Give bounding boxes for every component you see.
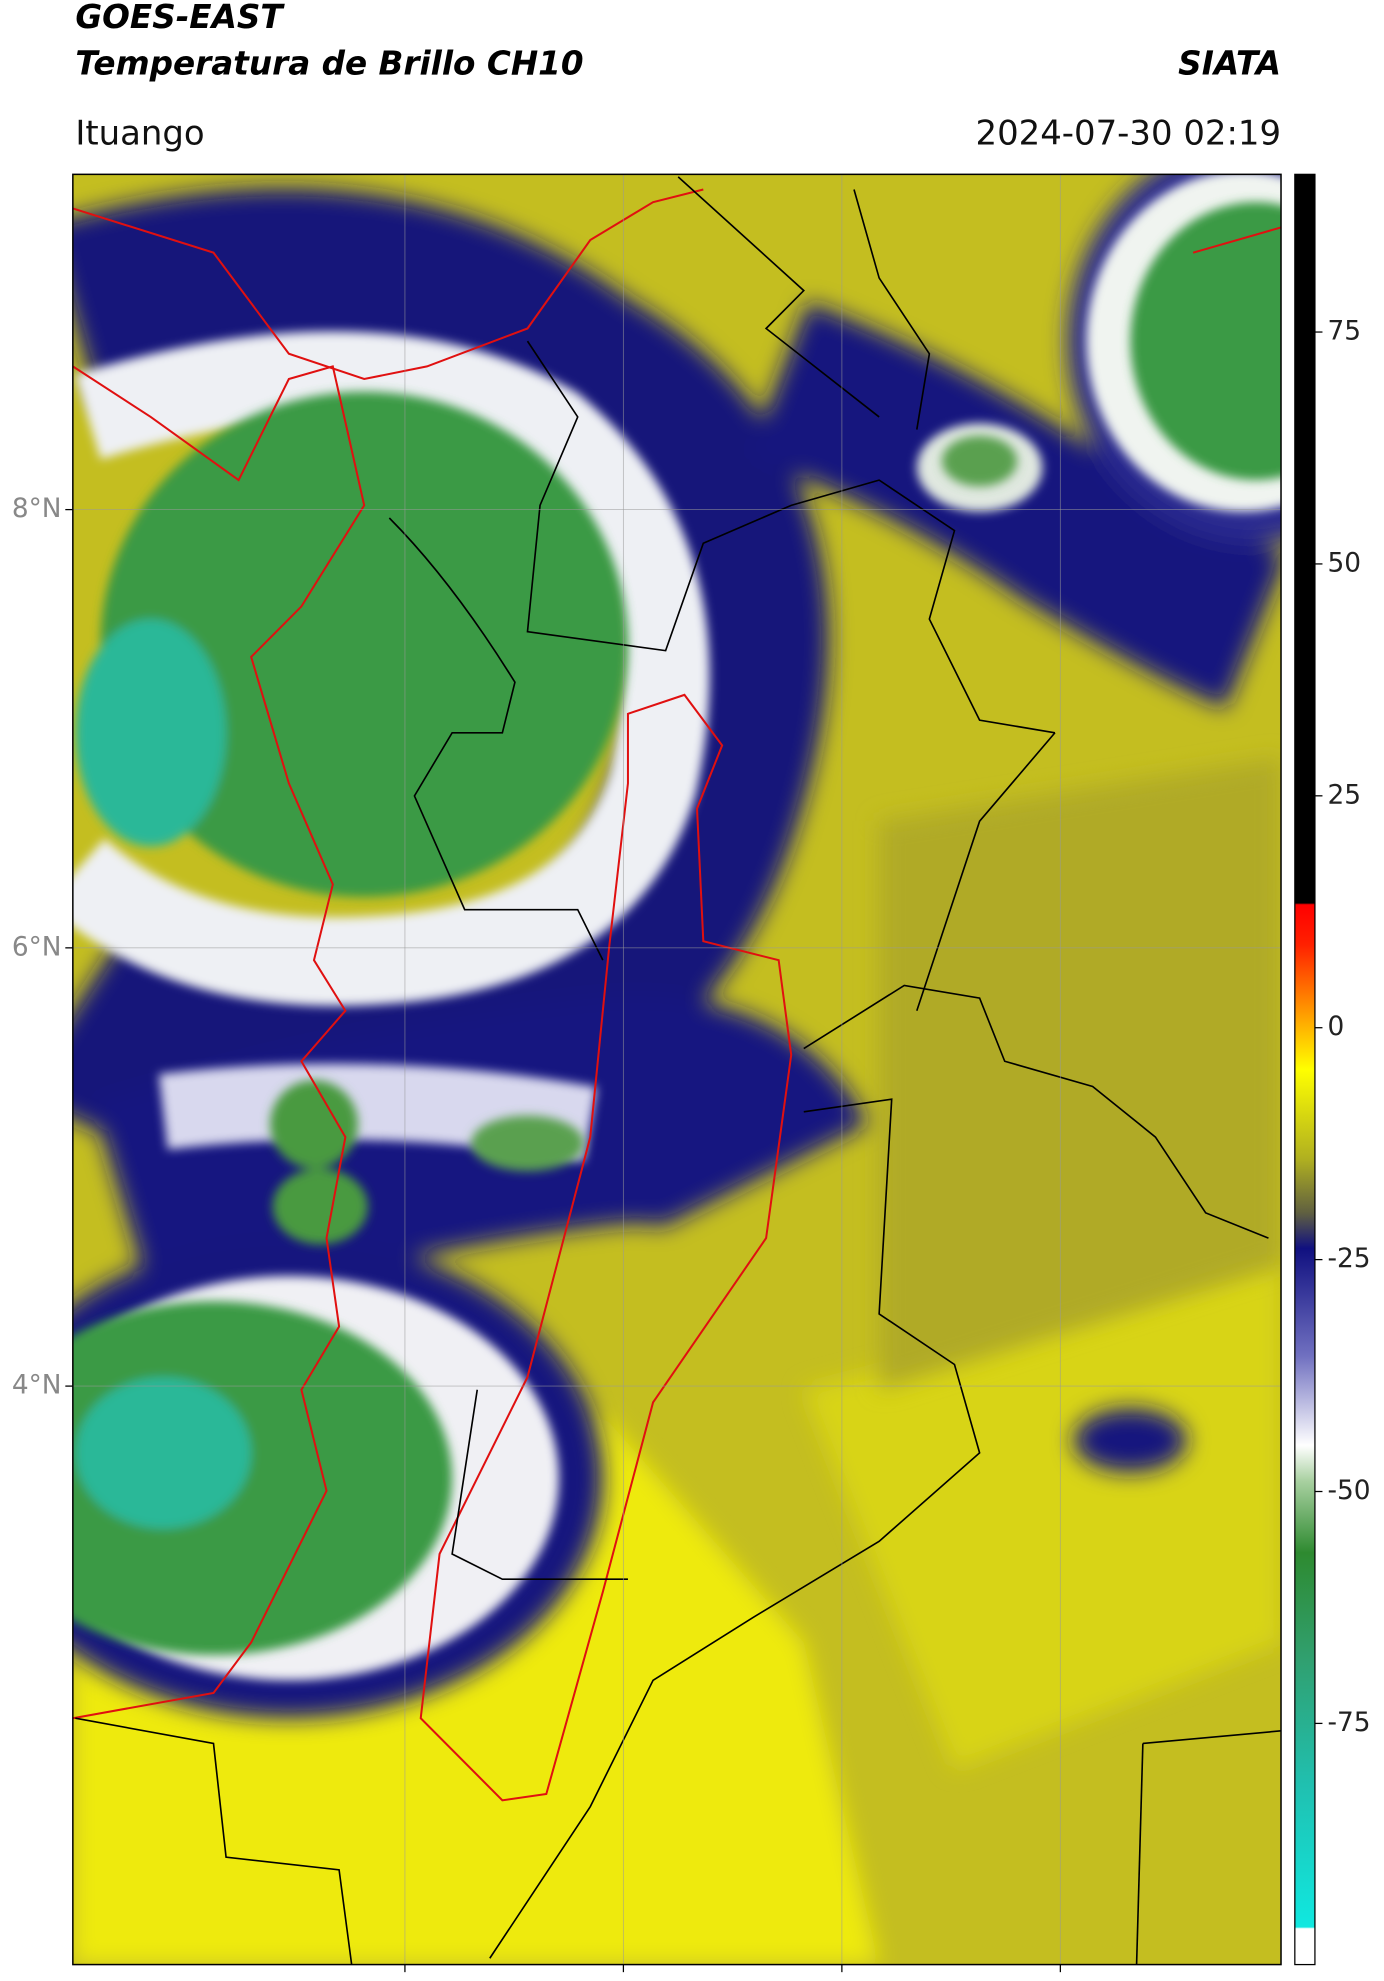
- timestamp: 2024-07-30 02:19: [976, 114, 1281, 154]
- title: GOES-EAST: [75, 0, 285, 36]
- colorbar: [1294, 173, 1316, 1966]
- x-tick-label: 74°W: [1024, 1978, 1097, 1981]
- subtitle: Temperatura de Brillo CH10: [75, 45, 583, 83]
- x-tick-label: 75°W: [805, 1978, 878, 1981]
- colorbar-label: 0: [1327, 1011, 1344, 1042]
- colorbar-label: 75: [1327, 315, 1361, 346]
- colorbar-label: -25: [1327, 1243, 1370, 1274]
- colorbar-label: 50: [1327, 547, 1361, 578]
- location: Ituango: [75, 114, 204, 154]
- y-tick-label: 6°N: [12, 931, 62, 962]
- y-tick-label: 4°N: [12, 1370, 62, 1401]
- colorbar-label: 25: [1327, 779, 1361, 810]
- x-tick-label: 76°W: [587, 1978, 660, 1981]
- map-frame: [72, 173, 1282, 1966]
- brand: SIATA: [1178, 45, 1281, 83]
- satellite-image: [72, 174, 1282, 1965]
- colorbar-label: -50: [1327, 1475, 1370, 1506]
- graticule: [72, 174, 1282, 1965]
- y-tick-label: 8°N: [12, 493, 62, 524]
- colorbar-label: -75: [1327, 1707, 1370, 1738]
- x-tick-label: 77°W: [369, 1978, 442, 1981]
